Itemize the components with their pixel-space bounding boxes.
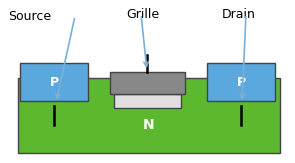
Bar <box>18 78 280 153</box>
Text: P: P <box>50 75 59 89</box>
Text: Source: Source <box>8 10 51 23</box>
Text: N: N <box>143 118 155 132</box>
Bar <box>110 72 185 94</box>
Text: P: P <box>236 75 245 89</box>
Text: Drain: Drain <box>222 8 256 21</box>
Bar <box>20 63 88 101</box>
Text: Grille: Grille <box>126 8 159 21</box>
Bar <box>114 94 181 108</box>
Bar <box>207 63 275 101</box>
